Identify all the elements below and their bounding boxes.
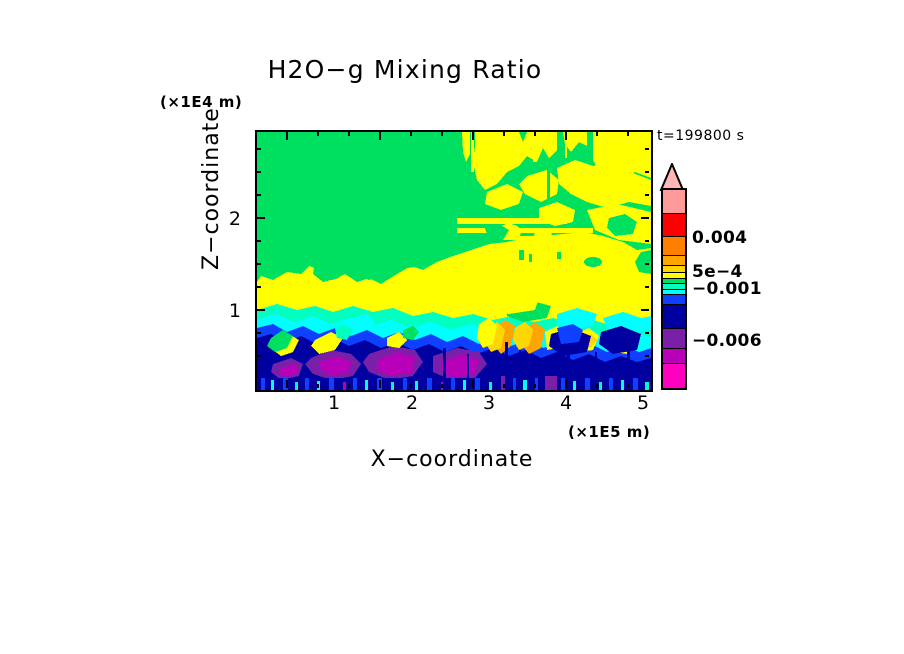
- contour-plot-area: [255, 130, 653, 392]
- colorbar-band-10: [663, 305, 685, 330]
- colorbar-label-1: 5e−4: [692, 262, 743, 282]
- colorbar-band-4: [663, 266, 685, 274]
- x-tick-label-1: 1: [327, 392, 341, 414]
- contour-field: [257, 132, 651, 390]
- colorbar[interactable]: [661, 188, 687, 390]
- page-title: H2O−g Mixing Ratio: [0, 55, 904, 84]
- y-axis-units-label: (×1E4 m): [160, 93, 243, 111]
- timestamp-annotation: t=199800 s: [657, 128, 745, 144]
- x-tick-label-5: 5: [636, 392, 650, 414]
- colorbar-label-3: −0.006: [692, 331, 762, 351]
- x-axis-units-label: (×1E5 m): [568, 423, 651, 441]
- colorbar-band-8: [663, 289, 685, 296]
- y-tick-label-1: 1: [228, 300, 241, 322]
- x-tick-label-3: 3: [482, 392, 496, 414]
- colorbar-band-2: [663, 237, 685, 258]
- colorbar-band-7: [663, 284, 685, 291]
- colorbar-band-6: [663, 279, 685, 285]
- x-tick-label-4: 4: [559, 392, 573, 414]
- x-tick-label-2: 2: [405, 392, 419, 414]
- colorbar-band-0: [663, 190, 685, 214]
- x-axis-title-text: X−coordinate: [370, 447, 534, 472]
- y-tick-label-2: 2: [228, 208, 241, 230]
- colorbar-band-12: [663, 348, 685, 365]
- colorbar-band-9: [663, 295, 685, 306]
- colorbar-label-0: 0.004: [692, 228, 748, 248]
- colorbar-band-11: [663, 328, 685, 349]
- colorbar-band-3: [663, 256, 685, 267]
- colorbar-extend-arrow: [659, 161, 685, 191]
- y-axis-title: Z−coordinate: [199, 107, 224, 270]
- title-text: H2O−g Mixing Ratio: [267, 55, 543, 84]
- colorbar-label-2: −0.001: [692, 279, 762, 299]
- x-axis-title: X−coordinate: [0, 447, 904, 472]
- colorbar-band-13: [663, 364, 685, 389]
- colorbar-band-1: [663, 213, 685, 238]
- colorbar-band-5: [663, 272, 685, 280]
